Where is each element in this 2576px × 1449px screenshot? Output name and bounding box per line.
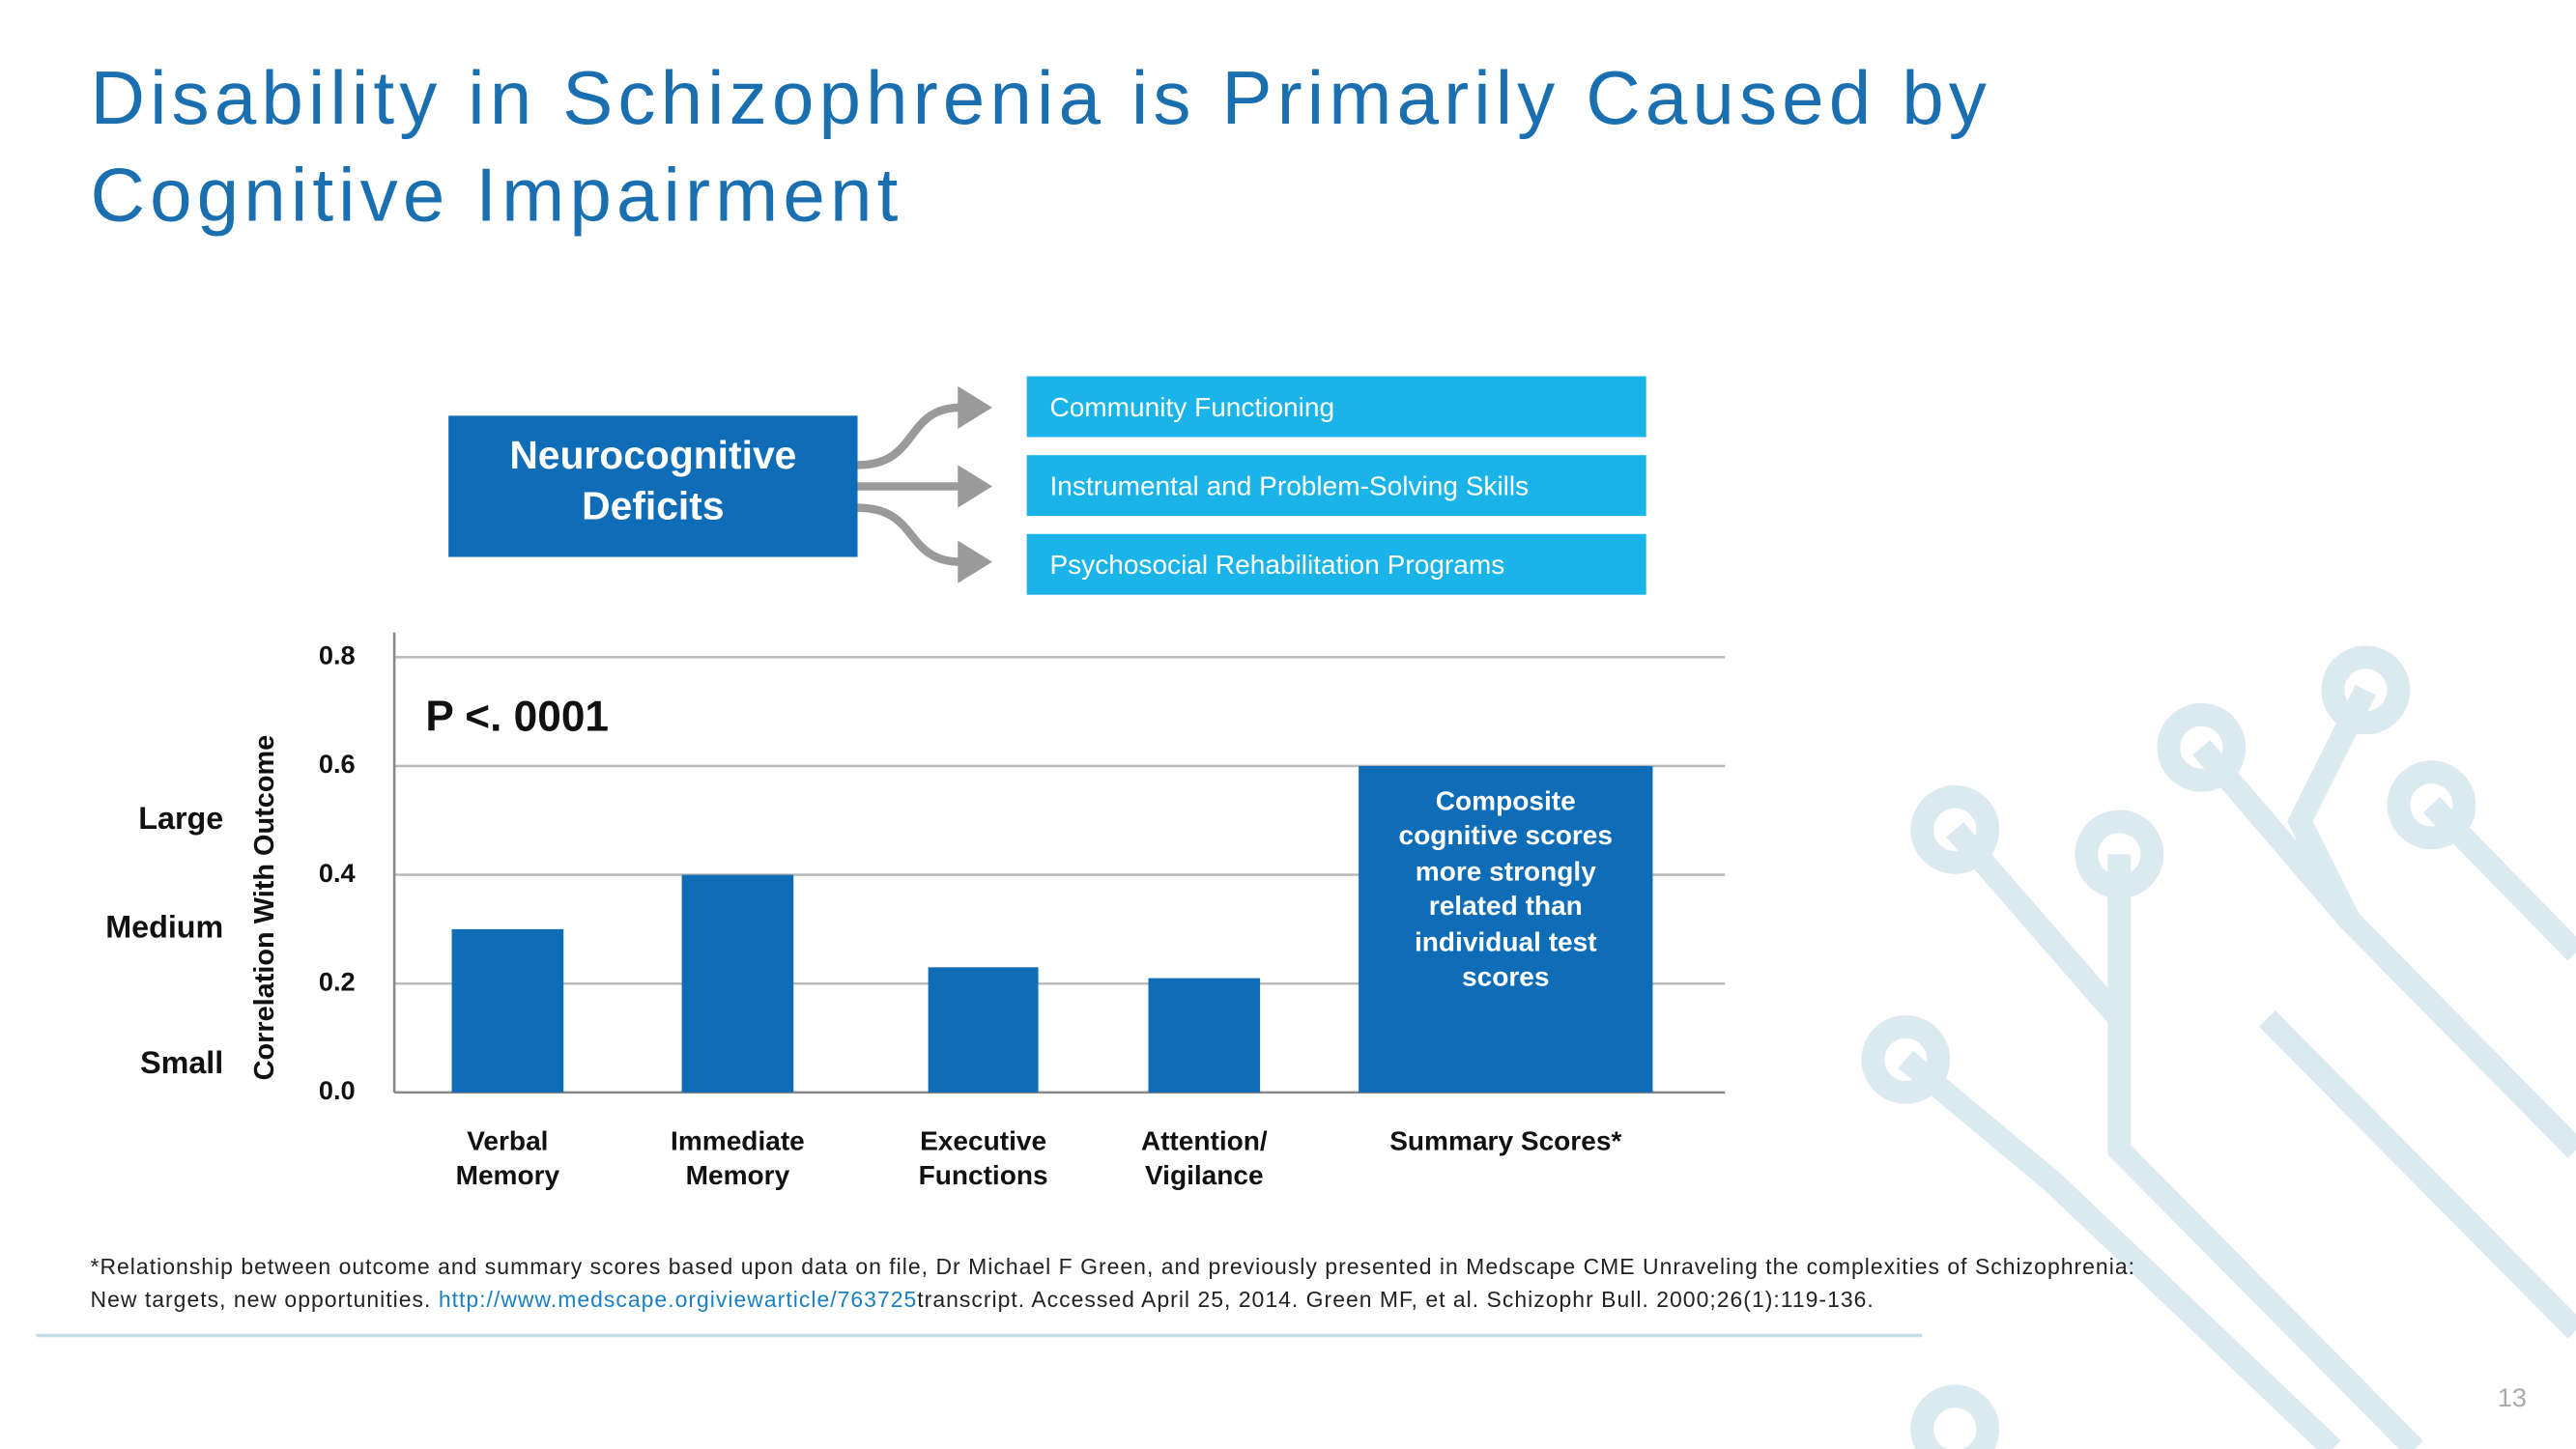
x-tick-label: Immediate Memory: [671, 1126, 805, 1192]
title: Disability in Schizophrenia is Primarily…: [91, 55, 1991, 140]
outcome-label: Instrumental and Problem-Solving Skills: [1049, 471, 1529, 501]
effect-label: Medium: [105, 909, 223, 944]
x-tick-label-text: Summary Scores*: [1389, 1126, 1622, 1157]
bar: [681, 874, 794, 1093]
bar-note: Composite cognitive scores more strongly…: [1398, 786, 1613, 993]
bar: [928, 967, 1039, 1093]
y-tick-label: 0.6: [319, 749, 356, 779]
y-tick-label: 0.2: [319, 966, 356, 996]
footnote-text: transcript. Accessed April 25, 2014. Gre…: [917, 1287, 1875, 1312]
annotation: P <. 0001: [425, 694, 609, 741]
x-tick-label-text: Attention/ Vigilance: [1140, 1126, 1268, 1192]
x-tick-label: Attention/ Vigilance: [1140, 1126, 1268, 1192]
page-number: 13: [2498, 1382, 2527, 1412]
bar: [1148, 978, 1261, 1093]
outcome-box: [1026, 376, 1646, 438]
footnote-link[interactable]: http://www.medscape.orgiviewarticle/7637…: [439, 1287, 917, 1312]
bar-note-text: Composite cognitive scores more strongly…: [1398, 786, 1613, 993]
outcome-box: [1026, 533, 1646, 595]
title: Cognitive Impairment: [91, 152, 903, 237]
y-axis-label: Correlation With Outcome: [249, 735, 280, 1081]
outcome-box: [1026, 455, 1646, 517]
outcome-label: Community Functioning: [1049, 392, 1334, 422]
outcome-label: Psychosocial Rehabilitation Programs: [1049, 550, 1504, 580]
x-tick-label: Summary Scores*: [1389, 1126, 1622, 1157]
source-box: [448, 415, 858, 557]
source-text: Neurocognitive Deficits: [509, 434, 797, 529]
x-tick-label-text: Executive Functions: [918, 1126, 1048, 1192]
bar: [451, 928, 564, 1093]
footnote: New targets, new opportunities. http://w…: [91, 1287, 1875, 1312]
x-tick-label: Executive Functions: [918, 1126, 1048, 1192]
footnote-text: New targets, new opportunities.: [91, 1287, 439, 1312]
y-tick-label: 0.4: [319, 858, 356, 888]
bar: [1359, 765, 1653, 1093]
effect-label: Small: [140, 1045, 223, 1080]
x-tick-label: Verbal Memory: [455, 1126, 560, 1192]
effect-label: Large: [138, 801, 223, 836]
circuit-decoration: [1861, 645, 2576, 1449]
y-tick-label: 0.0: [319, 1075, 356, 1105]
source-label: Neurocognitive Deficits: [509, 434, 797, 529]
footnote: *Relationship between outcome and summar…: [91, 1254, 2136, 1279]
arrowheads: [958, 385, 992, 583]
x-tick-label-text: Immediate Memory: [671, 1126, 805, 1192]
y-tick-label: 0.8: [319, 639, 356, 669]
x-tick-label-text: Verbal Memory: [455, 1126, 560, 1192]
arrows: [857, 403, 961, 566]
